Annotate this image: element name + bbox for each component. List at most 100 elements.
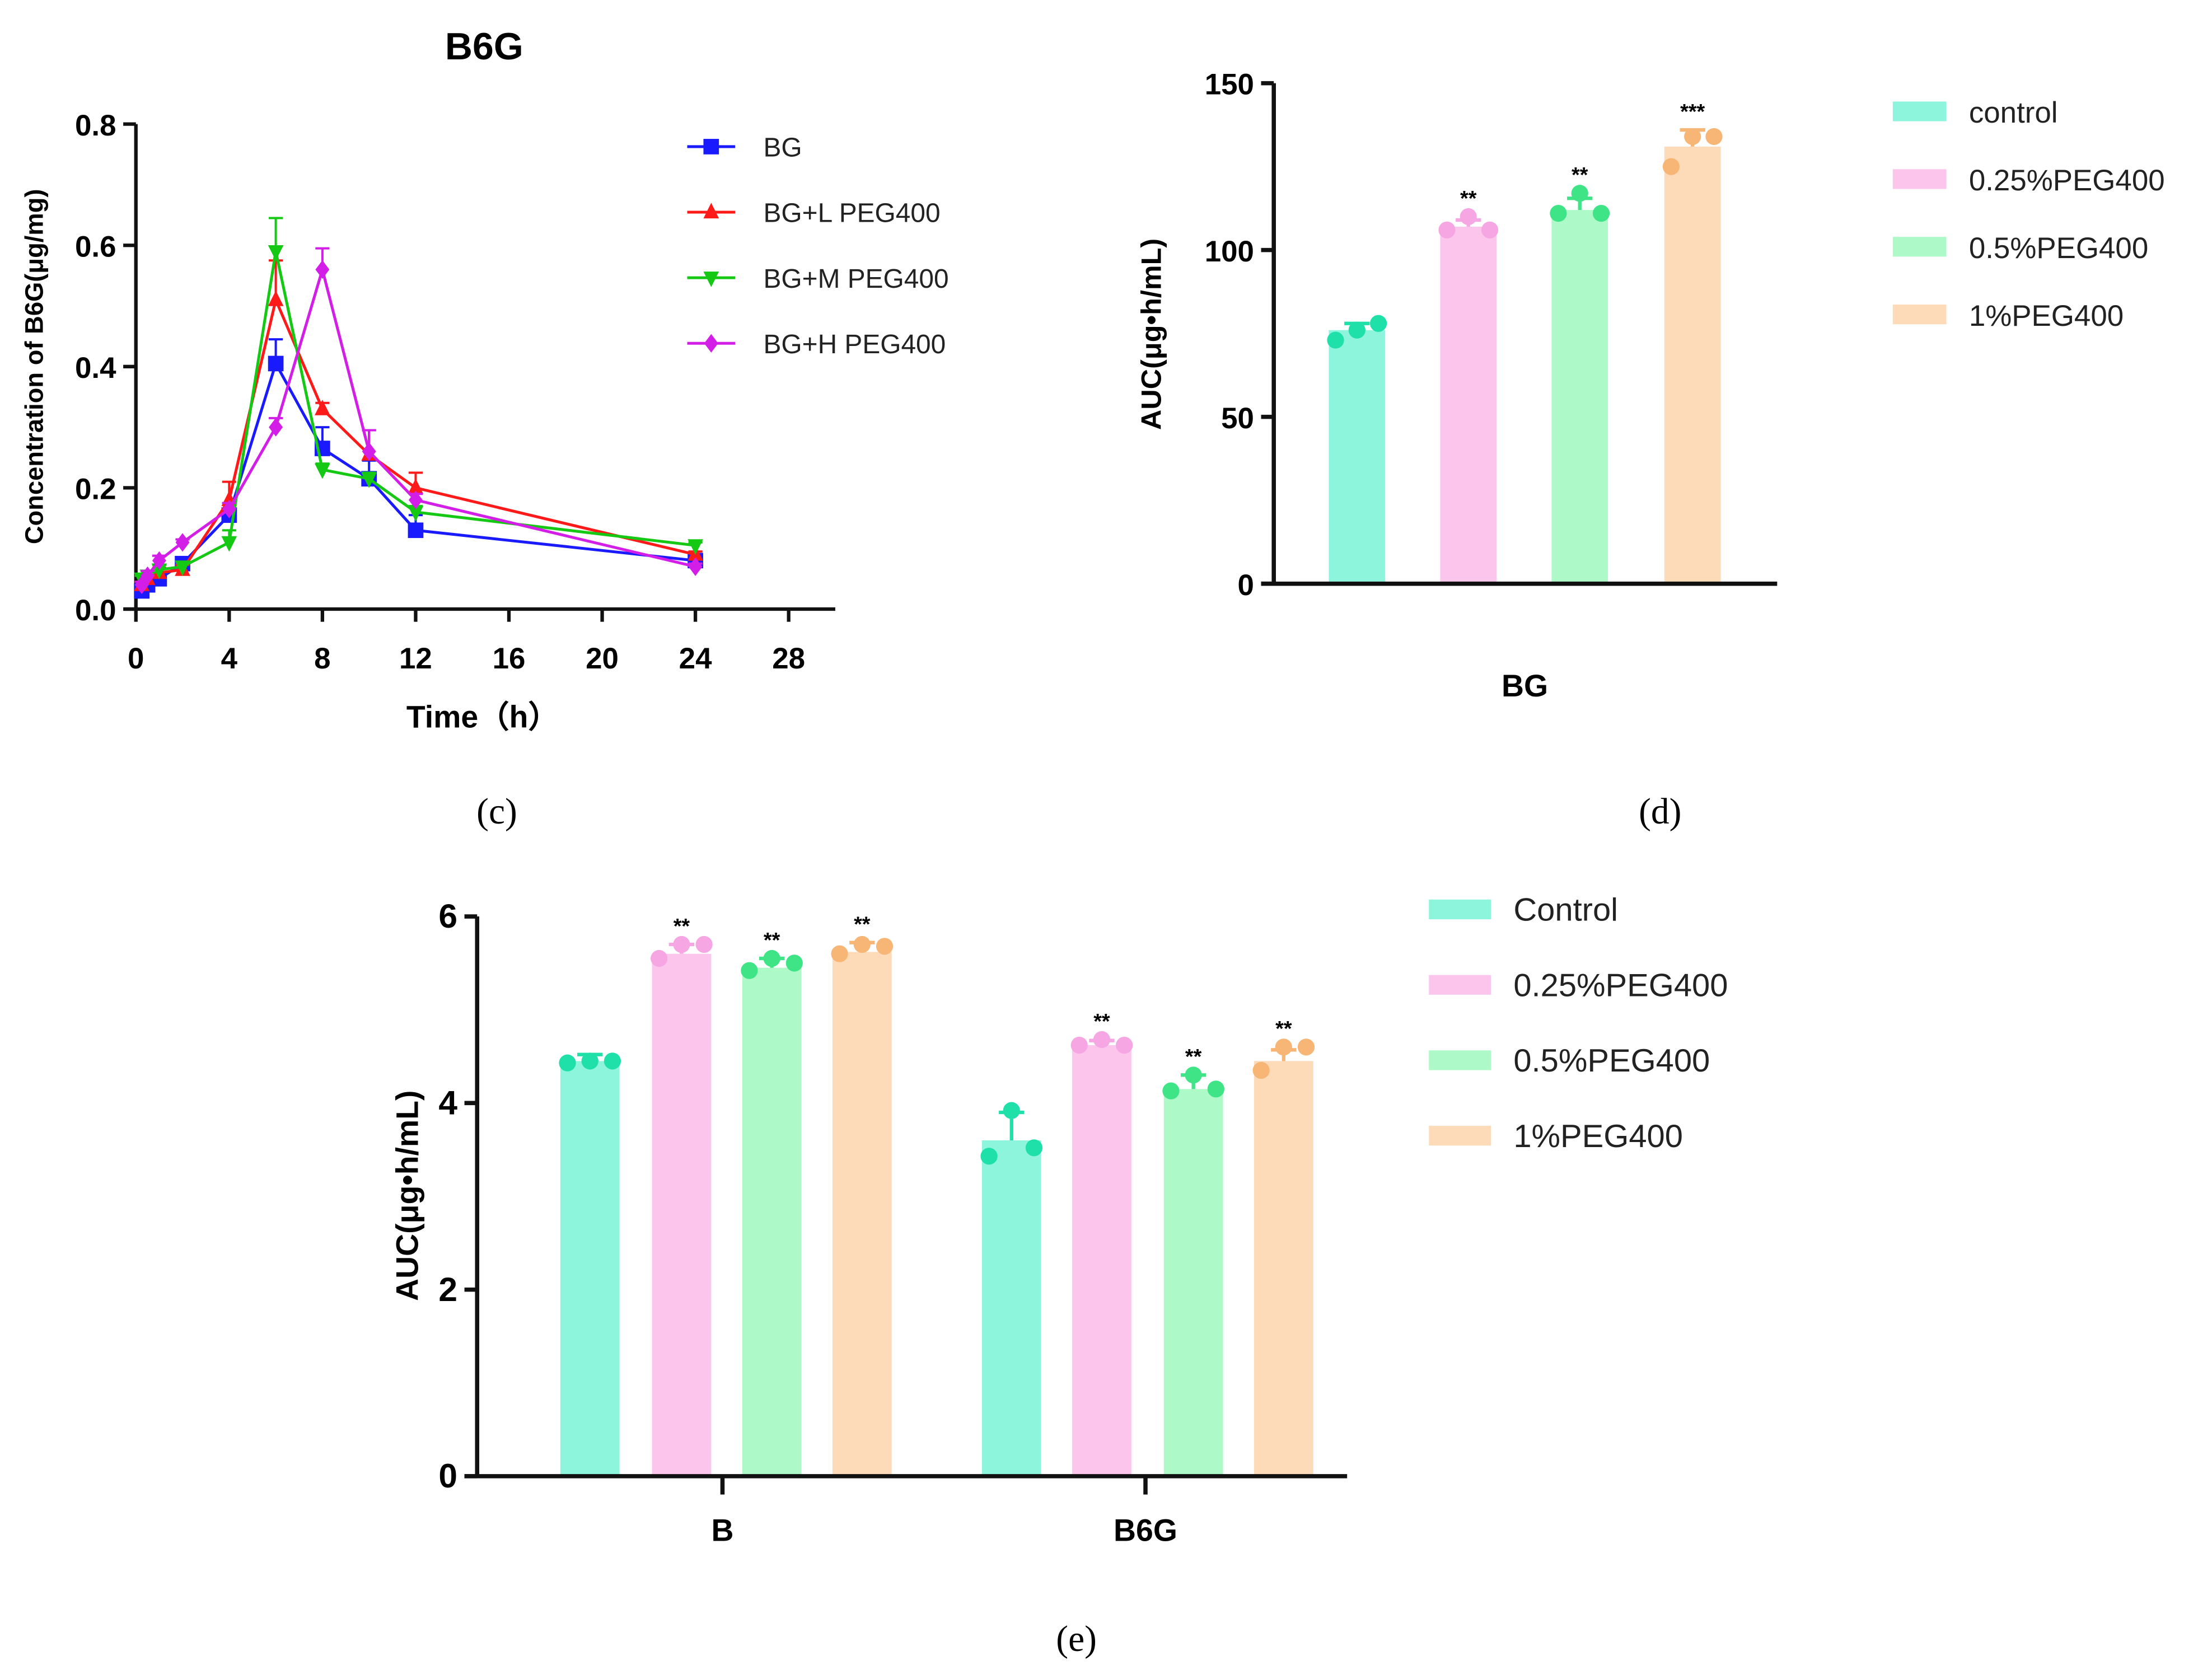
c-y-tick-label: 0.6 (75, 230, 116, 263)
data-point (175, 533, 190, 552)
data-point (1093, 1031, 1111, 1049)
c-x-tick-label: 20 (586, 642, 619, 675)
y-tick-label: 0 (1238, 569, 1254, 602)
series-line (141, 264, 696, 586)
chart-d-ylabel: AUC(μg•h/mL) (1135, 238, 1167, 430)
data-point (1162, 1082, 1180, 1099)
significance-marker: ** (1275, 1017, 1292, 1041)
significance-marker: ** (1460, 187, 1477, 210)
data-point (1481, 221, 1499, 238)
legend-label: control (1969, 96, 2058, 129)
data-point (673, 935, 690, 953)
bar-group-b6g-3: ** (1252, 1017, 1315, 1476)
data-point (152, 551, 166, 570)
data-point (559, 1054, 576, 1072)
legend-marker (703, 203, 719, 219)
data-point (141, 566, 155, 586)
data-point (1025, 1139, 1043, 1157)
data-point (221, 536, 237, 552)
bar-group-b-0 (559, 1052, 621, 1476)
y-tick-label: 150 (1205, 68, 1254, 101)
series-bg (134, 338, 703, 599)
significance-marker: ** (764, 929, 780, 952)
y-tick-label: 100 (1205, 235, 1254, 268)
bar-group-bg-0 (1327, 315, 1387, 584)
legend-label: BG+H PEG400 (764, 330, 946, 359)
data-point (268, 291, 284, 306)
bar-group-b6g-0 (980, 1102, 1043, 1476)
chart-c-xlabel: Time（h） (406, 700, 559, 734)
bar-group-b6g-1: ** (1070, 1010, 1133, 1476)
data-point (222, 499, 236, 518)
legend-swatch (1429, 899, 1491, 920)
c-x-tick-label: 4 (221, 642, 238, 675)
series-line (141, 359, 696, 592)
data-point (604, 1052, 621, 1070)
panel-e-label: (e) (1056, 1619, 1097, 1659)
data-point (1348, 321, 1365, 339)
bar-group-b-1: ** (651, 915, 713, 1476)
c-x-tick-label: 8 (314, 642, 330, 675)
legend-swatch (1892, 305, 1947, 325)
bar (1329, 330, 1386, 584)
data-point (785, 955, 803, 972)
data-point (1070, 1036, 1088, 1054)
legend-label: 0.25%PEG400 (1969, 164, 2165, 197)
chart-d-xlabel: BG (1502, 668, 1548, 703)
data-point (876, 938, 894, 955)
y-tick-label: 0 (438, 1457, 457, 1495)
data-point (175, 560, 190, 576)
data-point (1297, 1038, 1315, 1056)
data-point (1207, 1080, 1224, 1098)
data-point (1003, 1102, 1020, 1119)
legend-swatch (1429, 975, 1491, 995)
data-point (361, 472, 377, 488)
legend-swatch (1429, 1050, 1491, 1070)
data-point (315, 463, 330, 479)
data-point (408, 478, 424, 494)
legend-label: 0.25%PEG400 (1513, 967, 1728, 1003)
bar (560, 1061, 620, 1476)
data-point (315, 400, 330, 415)
legend-swatch (1892, 101, 1947, 121)
panel-c-line-chart: B6G Concentration of B6G(μg/mg) Time（h） … (20, 25, 949, 832)
x-category-label: B (711, 1513, 733, 1548)
bar (1664, 146, 1721, 584)
significance-marker: ** (854, 913, 871, 937)
data-point (581, 1052, 598, 1070)
series-bg-h-peg400 (134, 247, 703, 595)
data-point (1460, 208, 1477, 226)
chart-e-ylabel: AUC(μg•h/mL) (390, 1091, 424, 1301)
data-point (763, 949, 780, 967)
data-point (1275, 1038, 1292, 1056)
data-point (408, 506, 424, 522)
bar-group-bg-1: ** (1438, 187, 1499, 584)
bar (742, 967, 802, 1476)
c-y-tick-label: 0.0 (75, 594, 116, 627)
c-x-tick-label: 0 (128, 642, 144, 675)
bar-group-b-3: ** (831, 913, 894, 1476)
data-point (1369, 315, 1387, 332)
legend-swatch (1892, 169, 1947, 189)
legend-swatch (1892, 237, 1947, 257)
data-point (315, 260, 330, 279)
legend-label: BG (764, 133, 802, 163)
bar (1163, 1089, 1223, 1476)
series-bg-m-peg400 (134, 217, 703, 588)
bar (1072, 1045, 1131, 1476)
c-y-tick-label: 0.8 (75, 109, 116, 142)
data-point (1327, 331, 1344, 349)
bar-group-bg-2: ** (1550, 163, 1610, 584)
panel-d-label: (d) (1639, 792, 1681, 832)
bar (832, 952, 892, 1476)
chart-c-ylabel: Concentration of B6G(μg/mg) (20, 189, 49, 545)
data-point (1438, 221, 1456, 238)
legend-label: 1%PEG400 (1513, 1119, 1683, 1154)
data-point (688, 539, 703, 555)
bar (652, 953, 712, 1476)
panel-c-label: (c) (476, 792, 517, 832)
significance-marker: *** (1680, 100, 1705, 124)
data-point (651, 949, 668, 967)
significance-marker: ** (674, 915, 690, 938)
